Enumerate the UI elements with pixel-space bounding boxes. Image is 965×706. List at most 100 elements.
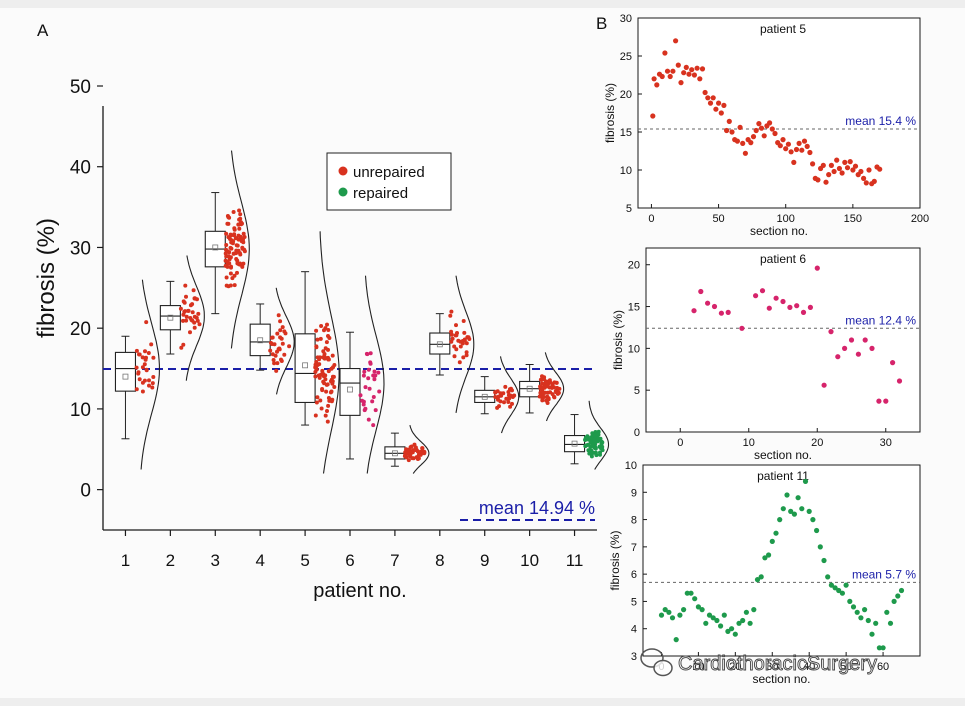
data-point xyxy=(541,391,546,396)
data-point xyxy=(548,390,553,395)
data-point xyxy=(449,332,454,337)
data-point xyxy=(710,615,716,621)
data-point xyxy=(184,294,188,299)
mean-label: mean 5.7 % xyxy=(852,567,916,581)
data-point xyxy=(794,303,800,309)
data-point xyxy=(240,245,245,250)
data-point xyxy=(449,309,454,314)
data-point xyxy=(734,138,741,144)
distribution-curve xyxy=(230,150,250,349)
data-point xyxy=(241,231,246,236)
distribution-curve xyxy=(275,287,295,395)
data-point xyxy=(807,149,813,156)
data-point xyxy=(319,324,324,328)
y-tick-label: 6 xyxy=(631,569,637,581)
panel-b-patient-11-scatter: patient 113456789100102030405060section … xyxy=(608,460,921,686)
data-point xyxy=(866,167,872,173)
wechat-icon xyxy=(640,648,673,677)
data-point xyxy=(769,538,775,545)
data-point xyxy=(793,146,800,153)
data-point xyxy=(751,607,757,613)
data-point xyxy=(197,322,202,327)
data-point xyxy=(188,330,192,335)
x-tick-label: 10 xyxy=(520,551,539,570)
y-tick-label: 25 xyxy=(620,51,632,63)
data-point xyxy=(800,309,807,315)
wechat-bubble-small xyxy=(653,659,673,677)
y-tick-label: 5 xyxy=(634,385,640,397)
panel-b-patient-6-scatter: patient 6 0 5 10 15 20 0 10 20 30 section no. fibro… xyxy=(611,247,921,462)
x-tick-label: 5 xyxy=(300,551,309,570)
data-point xyxy=(223,251,228,256)
data-point xyxy=(865,617,871,624)
data-point xyxy=(231,210,236,214)
data-point xyxy=(758,125,765,131)
data-point xyxy=(791,159,797,165)
data-point xyxy=(143,357,148,362)
data-point xyxy=(317,362,322,367)
data-point xyxy=(181,342,186,347)
data-point xyxy=(651,76,657,82)
data-point xyxy=(140,355,145,360)
data-point xyxy=(512,393,517,398)
x-tick-label: 150 xyxy=(844,213,862,225)
x-tick-label: 4 xyxy=(255,551,264,570)
data-point xyxy=(721,612,727,618)
x-tick-label: 30 xyxy=(880,437,892,449)
data-point xyxy=(799,506,805,512)
data-point xyxy=(321,355,326,360)
data-point xyxy=(673,637,679,643)
mean-label: mean 15.4 % xyxy=(845,114,916,128)
data-point xyxy=(464,341,469,346)
data-point xyxy=(694,65,700,71)
data-point xyxy=(331,365,335,370)
data-point xyxy=(544,384,549,389)
data-point xyxy=(454,347,459,352)
x-axis-title: patient no. xyxy=(313,580,406,602)
data-point xyxy=(740,617,746,624)
data-point xyxy=(287,344,292,349)
data-point xyxy=(729,626,735,632)
data-point xyxy=(275,349,279,354)
data-point xyxy=(236,233,241,238)
data-point xyxy=(403,453,408,458)
x-tick-label: 10 xyxy=(692,661,704,673)
data-point xyxy=(134,348,139,353)
y-tick-label: 10 xyxy=(625,460,637,472)
data-point xyxy=(707,100,714,106)
data-point xyxy=(461,355,466,360)
box xyxy=(159,305,181,331)
data-point xyxy=(151,355,156,360)
data-point xyxy=(241,261,246,266)
data-point xyxy=(510,401,514,406)
data-point xyxy=(703,620,709,626)
data-point xyxy=(362,369,367,374)
data-point xyxy=(235,270,239,275)
data-point xyxy=(506,400,511,404)
data-point xyxy=(237,208,242,213)
data-point xyxy=(240,264,245,269)
y-tick-label: 9 xyxy=(631,487,637,499)
data-point xyxy=(376,370,381,375)
data-point xyxy=(784,492,790,498)
data-point xyxy=(181,312,186,317)
data-point xyxy=(718,623,724,629)
data-point xyxy=(503,384,508,389)
data-point xyxy=(322,381,327,386)
data-point xyxy=(272,342,277,347)
data-point xyxy=(748,140,754,146)
data-point xyxy=(737,124,743,130)
distribution-curve xyxy=(319,231,340,474)
data-point xyxy=(596,432,601,437)
y-tick-label: 3 xyxy=(631,651,637,663)
data-point xyxy=(699,66,706,72)
data-point xyxy=(762,555,768,561)
data-point xyxy=(847,159,853,165)
y-tick-label: 8 xyxy=(631,515,637,527)
data-point xyxy=(373,373,378,378)
data-point xyxy=(142,362,147,367)
data-point xyxy=(753,293,759,299)
data-point xyxy=(552,394,556,399)
y-tick-label: 20 xyxy=(70,319,91,340)
